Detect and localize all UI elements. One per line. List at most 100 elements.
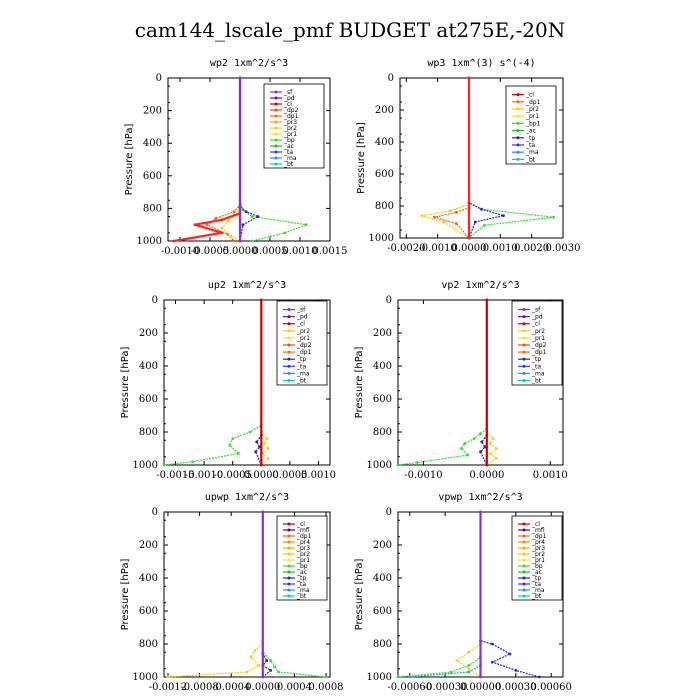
series-line xyxy=(421,78,470,239)
legend-marker xyxy=(287,570,291,574)
chart-panel: upwp 1xm^2/s^3 Pressure [hPa] 0 200 400 600 80… xyxy=(120,492,344,693)
legend-label: _tp xyxy=(525,135,535,142)
data-point xyxy=(483,445,487,449)
data-point xyxy=(266,457,270,460)
legend-label: _dp2 xyxy=(283,107,299,114)
data-point xyxy=(191,460,195,464)
data-point xyxy=(269,669,273,672)
legend-label: _sf xyxy=(531,307,541,314)
y-tick-label: 200 xyxy=(375,105,394,116)
legend-label: _bp xyxy=(531,563,543,570)
legend-marker xyxy=(522,594,526,598)
legend-label: _dp2 xyxy=(531,342,547,349)
legend-marker xyxy=(287,357,291,361)
legend-marker xyxy=(274,132,278,136)
x-tick-label: -0.00060 xyxy=(387,682,432,693)
plot-frame xyxy=(167,77,331,242)
y-tick-label: 1000 xyxy=(367,672,392,683)
data-point xyxy=(237,452,240,455)
data-point xyxy=(231,437,235,440)
data-point xyxy=(467,664,471,667)
legend-label: _pr1 xyxy=(283,131,297,138)
legend-label: _ma xyxy=(283,155,297,162)
legend-marker xyxy=(287,594,291,598)
data-point xyxy=(220,226,224,230)
legend-label: _ac xyxy=(531,569,542,576)
legend-marker xyxy=(287,552,291,556)
x-tick-label: 0.00060 xyxy=(531,682,572,693)
data-point xyxy=(220,218,224,222)
y-axis-label: Pressure [hPa] xyxy=(356,122,367,194)
legend-label: _bt xyxy=(296,593,307,600)
legend-label: _bt xyxy=(531,377,542,384)
x-tick-label: -0.0005 xyxy=(214,470,252,481)
x-tick-label: 0.0000 xyxy=(223,246,258,257)
legend-marker xyxy=(522,588,526,592)
data-point xyxy=(266,447,270,450)
legend-label: _ma xyxy=(296,587,310,594)
legend-marker xyxy=(287,308,291,312)
legend-marker xyxy=(522,552,526,556)
y-axis-label: Pressure [hPa] xyxy=(120,347,131,419)
chart-panel: wp3 1xm^(3) s^(-4) Pressure [hPa] 0 200 400 6… xyxy=(356,58,581,254)
data-point xyxy=(490,660,494,664)
figure-title: cam144_lscale_pmf BUDGET at275E,-20N xyxy=(134,18,566,42)
data-point xyxy=(261,510,265,514)
data-point xyxy=(259,298,263,302)
series-line xyxy=(205,78,241,242)
y-tick-label: 0 xyxy=(152,295,158,306)
y-tick-label: 800 xyxy=(375,201,394,212)
legend-label: _ma xyxy=(531,370,545,377)
x-tick-label: 0.0000 xyxy=(245,682,280,693)
plot-frame xyxy=(399,77,564,239)
legend-marker xyxy=(522,364,526,368)
panel-title: up2 1xm^2/s^3 xyxy=(208,280,286,291)
legend-marker xyxy=(287,558,291,562)
legend-label: _dp1 xyxy=(531,349,547,356)
legend-label: _pr4 xyxy=(296,539,310,546)
legend-marker xyxy=(287,322,291,326)
y-tick-label: 600 xyxy=(375,169,394,180)
x-tick-label: -0.0008 xyxy=(180,682,218,693)
legend-marker xyxy=(287,564,291,568)
data-point xyxy=(166,675,170,679)
legend-label: _ta xyxy=(296,581,306,588)
x-tick-label: 0.0004 xyxy=(277,682,312,693)
legend-label: _cl xyxy=(283,101,292,108)
data-point xyxy=(491,437,495,440)
legend-label: _dp1 xyxy=(531,533,547,540)
data-point xyxy=(304,223,308,227)
series-line xyxy=(486,300,498,466)
data-point xyxy=(255,440,259,444)
legend-label: _cl xyxy=(296,321,305,328)
data-point xyxy=(480,440,484,444)
y-tick-label: 800 xyxy=(373,427,392,438)
data-point xyxy=(488,442,492,445)
data-point xyxy=(508,652,512,656)
data-point xyxy=(250,239,254,243)
legend-label: _pr2 xyxy=(525,106,539,113)
legend-label: _bt xyxy=(296,377,307,384)
legend-marker xyxy=(287,343,291,347)
legend-marker xyxy=(522,329,526,333)
panel-title: upwp 1xm^2/s^3 xyxy=(205,492,289,503)
x-tick-label: 0.0000 xyxy=(451,243,486,254)
data-point xyxy=(480,207,483,211)
legend-marker xyxy=(516,121,520,125)
legend-label: _cl xyxy=(525,92,534,99)
data-point xyxy=(420,214,424,218)
data-point xyxy=(467,667,471,671)
legend-marker xyxy=(516,107,520,111)
plot-frame xyxy=(163,299,331,466)
series-line xyxy=(468,78,506,239)
y-tick-label: 0 xyxy=(388,73,394,84)
legend-marker xyxy=(287,528,291,532)
legend-label: _dp1 xyxy=(525,99,541,106)
data-point xyxy=(241,223,245,227)
legend-marker xyxy=(274,156,278,160)
data-point xyxy=(415,461,419,464)
y-tick-label: 600 xyxy=(139,606,158,617)
data-point xyxy=(455,222,458,226)
legend-marker xyxy=(522,564,526,568)
